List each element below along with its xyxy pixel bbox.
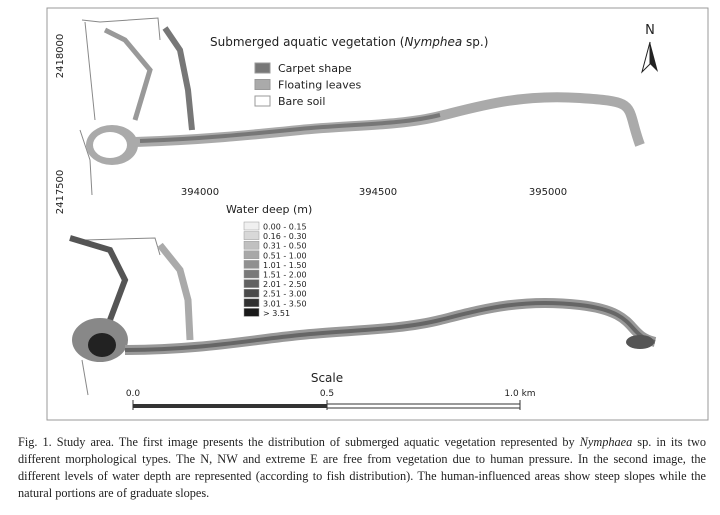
map-title: Submerged aquatic vegetation (Nymphea sp…	[210, 35, 488, 49]
scale-bar	[326, 403, 521, 409]
legend-label: 1.01 - 1.50	[263, 261, 307, 270]
north-label: N	[645, 23, 655, 38]
legend-label: 0.51 - 1.00	[263, 251, 307, 260]
legend-swatch	[243, 298, 260, 308]
legend-label: > 3.51	[263, 309, 290, 318]
caption-part: Nymphaea	[579, 435, 633, 449]
caption-part: Fig. 1. Study area. The first image pres…	[18, 435, 580, 449]
legend-swatch	[254, 95, 271, 107]
frame	[46, 7, 709, 421]
legend-label: 2.01 - 2.50	[263, 280, 307, 289]
depth-legend-title: Water deep (m)	[226, 203, 312, 216]
bottom-water	[69, 235, 657, 362]
legend-swatch	[243, 260, 260, 269]
legend-swatch	[243, 279, 260, 288]
legend-swatch	[243, 250, 260, 260]
x-coord: 395000	[529, 187, 567, 198]
legend-swatch	[243, 269, 260, 279]
legend-swatch	[243, 288, 260, 298]
x-coord: 394500	[359, 187, 397, 198]
scale-label: 1.0 km	[504, 389, 535, 399]
x-coord: 394000	[181, 187, 219, 198]
legend-label: 0.16 - 0.30	[263, 232, 307, 241]
roads	[79, 17, 161, 196]
caption-part: sp. in its two different morphological t…	[18, 435, 706, 500]
legend-label: 3.01 - 3.50	[263, 299, 307, 308]
caption: Fig. 1. Study area. The first image pres…	[18, 434, 706, 502]
legend-label: 0.00 - 0.15	[263, 223, 307, 232]
title-part: Nymphea	[404, 35, 462, 49]
legend-swatch	[243, 231, 260, 240]
map-figure: N Submerged aquatic vegetation (Nymphea …	[46, 7, 709, 421]
legend-swatch	[243, 221, 260, 231]
title-part: sp.)	[462, 35, 488, 49]
legend-label: 1.51 - 2.00	[263, 271, 307, 280]
legend-swatch	[243, 240, 260, 250]
legend-label: Floating leaves	[278, 79, 362, 92]
legend-label: 2.51 - 3.00	[263, 290, 307, 299]
north-arrow	[650, 42, 658, 72]
legend-swatch	[254, 62, 271, 74]
scale-bar	[133, 404, 327, 408]
scale-label: 0.0	[126, 389, 141, 399]
y-coord: 2418000	[55, 34, 66, 79]
legend-swatch	[254, 79, 271, 90]
legend-swatch	[243, 308, 260, 317]
legend-label: Bare soil	[278, 95, 325, 108]
top-water	[86, 26, 645, 165]
legend-label: 0.31 - 0.50	[263, 242, 307, 251]
y-coord: 2417500	[55, 170, 66, 215]
roads-bottom	[81, 237, 161, 396]
scale-title: Scale	[311, 371, 343, 385]
scale-label: 0.5	[320, 389, 334, 399]
legend-label: Carpet shape	[278, 62, 352, 75]
title-part: Submerged aquatic vegetation (	[210, 35, 404, 49]
